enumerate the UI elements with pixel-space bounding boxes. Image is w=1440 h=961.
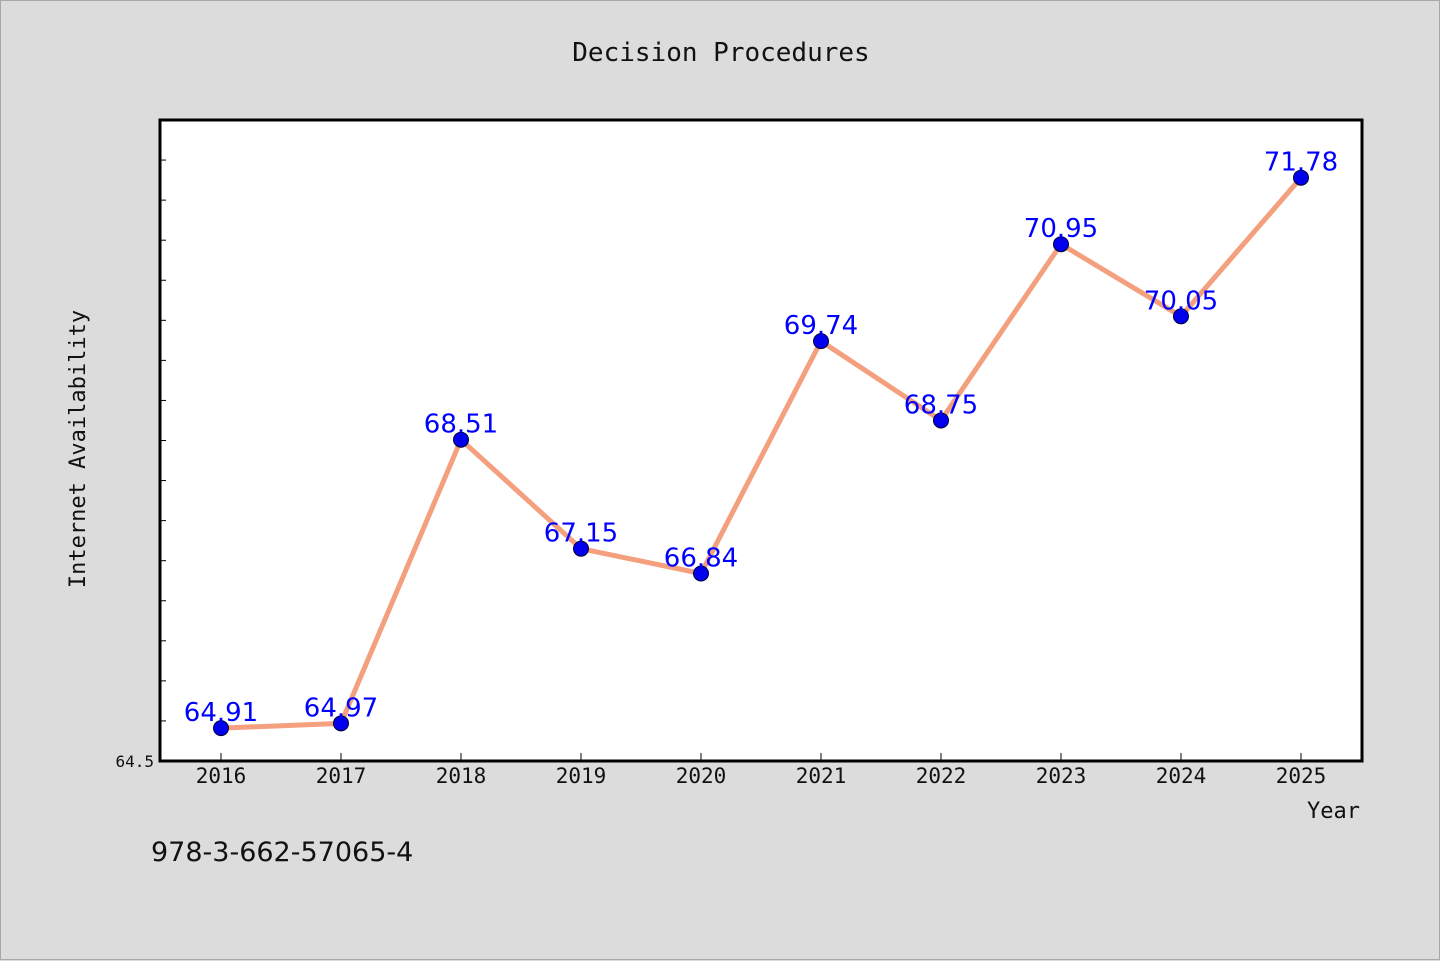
data-label: 67.15 — [544, 519, 618, 549]
x-tick-label: 2024 — [1156, 764, 1207, 788]
data-point — [1053, 236, 1069, 253]
x-axis-ticks — [220, 753, 1302, 761]
data-point — [1173, 308, 1189, 325]
x-axis-tick-labels: 2016 2017 2018 2019 2020 2021 2022 2023 2024 2025 — [196, 764, 1327, 788]
data-point — [813, 333, 829, 350]
data-point — [1293, 169, 1309, 186]
data-label: 71.78 — [1264, 148, 1338, 178]
data-point — [333, 715, 349, 732]
data-label: 68.51 — [424, 410, 498, 440]
y-axis-title: Internet Availability — [66, 310, 91, 588]
x-tick-label: 2025 — [1276, 764, 1327, 788]
data-label: 64.97 — [304, 693, 378, 723]
isbn-text: 978-3-662-57065-4 — [151, 837, 414, 868]
x-tick-label: 2021 — [796, 764, 847, 788]
data-label: 70.95 — [1024, 214, 1098, 244]
y-axis-ticks — [160, 119, 166, 762]
x-tick-label: 2020 — [676, 764, 727, 788]
x-tick-label: 2018 — [436, 764, 487, 788]
x-tick-label: 2023 — [1036, 764, 1087, 788]
data-label: 64.91 — [184, 698, 258, 728]
plot-area — [158, 118, 1364, 763]
data-point — [573, 540, 589, 557]
y-axis-min-label: 64.5 — [115, 752, 154, 771]
x-tick-label: 2022 — [916, 764, 967, 788]
data-labels: 64.91 64.97 68.51 67.15 66.84 69.74 68.75 70.95… — [184, 148, 1338, 728]
x-tick-label: 2019 — [556, 764, 607, 788]
data-label: 70.05 — [1144, 286, 1218, 316]
data-point — [213, 720, 229, 737]
chart-title: Decision Procedures — [572, 38, 869, 68]
series-line — [218, 175, 1304, 731]
data-label: 68.75 — [904, 390, 978, 420]
data-point — [693, 565, 709, 582]
data-point — [453, 431, 469, 448]
data-label: 69.74 — [784, 311, 858, 341]
data-label: 66.84 — [664, 544, 738, 574]
x-axis-title: Year — [1307, 799, 1360, 824]
x-tick-label: 2016 — [196, 764, 247, 788]
series-markers — [213, 169, 1309, 737]
x-tick-label: 2017 — [316, 764, 367, 788]
data-point — [933, 412, 949, 429]
